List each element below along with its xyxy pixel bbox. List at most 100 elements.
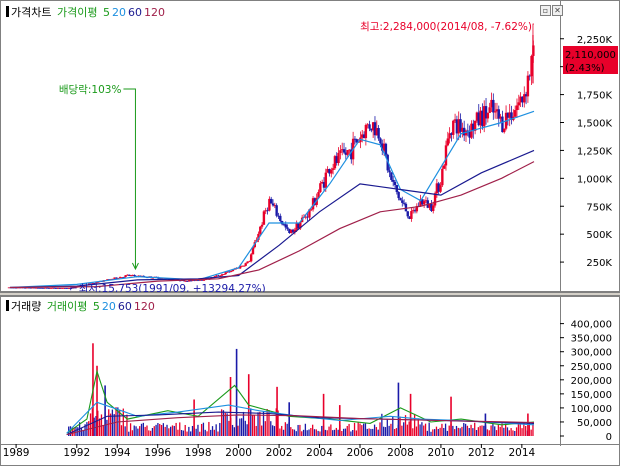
price-candle bbox=[381, 143, 384, 151]
current-price-label: 2,110,000 bbox=[565, 50, 616, 61]
price-candle bbox=[58, 288, 62, 289]
volume-ma-20-line bbox=[66, 401, 535, 434]
price-candle bbox=[524, 94, 528, 97]
dividend-leader bbox=[123, 88, 136, 268]
price-candle bbox=[31, 287, 34, 289]
price-candle bbox=[42, 287, 45, 289]
price-candle bbox=[424, 200, 428, 202]
price-candle bbox=[452, 120, 455, 135]
price-chart-label: 가격차트 bbox=[11, 6, 52, 19]
price-candle bbox=[248, 261, 251, 263]
price-candle bbox=[131, 275, 135, 276]
price-candle bbox=[310, 209, 313, 211]
price-candle bbox=[521, 96, 524, 103]
price-chart-canvas[interactable]: 2,250K2,000K1,750K1,500K1,250K1,000K750K… bbox=[0, 0, 620, 292]
volume-chart-panel[interactable]: 400,000 350,000 300,000 250,000 200,000 150,0… bbox=[0, 296, 620, 466]
volume-ma-5: 5 bbox=[92, 300, 100, 313]
volume-y-tick-label: 300,000 bbox=[571, 348, 612, 359]
price-y-tick-label: 750K bbox=[586, 202, 612, 213]
volume-y-tick-label: 100,000 bbox=[571, 404, 612, 415]
price-candle bbox=[368, 124, 371, 129]
price-candle bbox=[486, 112, 490, 119]
price-candle bbox=[64, 288, 67, 289]
price-candle bbox=[453, 119, 457, 121]
price-candle bbox=[220, 274, 224, 276]
price-candle bbox=[189, 280, 193, 282]
price-candle bbox=[290, 229, 293, 233]
panel-minimize-button[interactable]: ▫ bbox=[540, 5, 551, 16]
price-candle bbox=[91, 283, 94, 284]
panel-close-button[interactable]: ✕ bbox=[552, 5, 563, 16]
price-candle bbox=[362, 134, 366, 139]
price-candle bbox=[129, 275, 133, 277]
price-candle bbox=[15, 287, 18, 289]
price-candle bbox=[62, 288, 65, 289]
price-candle bbox=[406, 211, 409, 217]
price-candle bbox=[188, 280, 191, 282]
volume-ma-60: 60 bbox=[117, 300, 132, 313]
price-candle bbox=[442, 165, 446, 169]
high-annotation: 최고:2,284,000(2014/08, -7.62%) bbox=[360, 21, 532, 33]
price-candle bbox=[506, 112, 510, 118]
price-candle bbox=[448, 133, 451, 139]
price-candle bbox=[419, 199, 422, 207]
price-candle bbox=[391, 179, 395, 182]
low-leader bbox=[70, 287, 77, 291]
price-candle bbox=[229, 271, 233, 273]
price-candle bbox=[202, 280, 206, 281]
price-candle bbox=[497, 109, 500, 119]
price-ma-20: 20 bbox=[111, 6, 126, 19]
price-candle bbox=[319, 183, 322, 192]
volume-y-tick-label: 400,000 bbox=[571, 320, 612, 331]
price-candle bbox=[200, 279, 204, 281]
price-candle bbox=[361, 134, 364, 138]
price-candle bbox=[446, 138, 449, 146]
panel-splitter[interactable] bbox=[0, 292, 620, 296]
price-candle bbox=[350, 149, 353, 160]
price-candle bbox=[273, 205, 277, 207]
x-tick-label: 2000 bbox=[225, 447, 252, 459]
price-candle bbox=[379, 138, 382, 144]
price-candle bbox=[346, 150, 349, 155]
x-tick-label: 1989 bbox=[3, 447, 30, 459]
price-candle bbox=[330, 169, 333, 174]
price-candle bbox=[422, 201, 426, 205]
price-candle bbox=[404, 203, 408, 212]
x-tick-label: 1998 bbox=[185, 447, 212, 459]
x-tick-label: 2014 bbox=[508, 447, 535, 459]
dividend-arrow bbox=[132, 262, 139, 271]
price-candle bbox=[475, 112, 479, 121]
price-candle bbox=[393, 181, 397, 186]
low-annotation: 최저:15,753(1991/09, +13294.27%) bbox=[79, 283, 266, 292]
price-chart-panel[interactable]: 2,250K2,000K1,750K1,500K1,250K1,000K750K… bbox=[0, 0, 620, 292]
price-candle bbox=[122, 277, 125, 278]
price-candle bbox=[441, 168, 444, 186]
price-candle bbox=[67, 288, 71, 289]
price-candle bbox=[353, 138, 357, 140]
volume-y-tick-label: 150,000 bbox=[571, 390, 612, 401]
price-candle bbox=[127, 274, 131, 276]
x-tick-label: 2006 bbox=[347, 447, 374, 459]
price-candle bbox=[126, 274, 129, 276]
price-candle bbox=[60, 288, 64, 289]
price-candle bbox=[113, 277, 116, 279]
price-candle bbox=[513, 110, 517, 117]
price-candle bbox=[464, 130, 468, 136]
price-candle bbox=[197, 280, 200, 282]
price-ma-120-line bbox=[9, 161, 535, 289]
price-candle bbox=[295, 223, 298, 230]
x-tick-label: 2012 bbox=[468, 447, 495, 459]
x-tick-label: 2002 bbox=[266, 447, 293, 459]
price-candle bbox=[120, 277, 124, 278]
price-candle bbox=[29, 287, 33, 289]
price-candle bbox=[244, 263, 247, 266]
price-candle bbox=[259, 226, 262, 234]
price-candle bbox=[36, 287, 40, 289]
x-tick-label: 2010 bbox=[428, 447, 455, 459]
price-candle bbox=[483, 106, 486, 127]
price-candle bbox=[415, 205, 419, 212]
price-candle bbox=[246, 261, 249, 264]
price-candle bbox=[517, 102, 521, 106]
current-price-box: 2,110,000 (2.43%) bbox=[563, 46, 618, 74]
volume-chart-canvas[interactable]: 400,000 350,000 300,000 250,000 200,000 150,0… bbox=[0, 296, 620, 466]
